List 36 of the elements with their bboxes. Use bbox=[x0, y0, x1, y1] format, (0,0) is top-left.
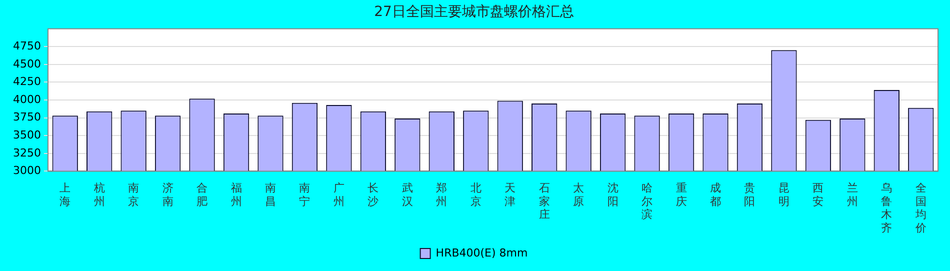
x-tick-label: 天津 bbox=[504, 182, 516, 208]
x-tick-label: 乌鲁木齐 bbox=[881, 182, 892, 234]
y-tick-label: 4000 bbox=[12, 92, 41, 106]
y-tick-label: 3250 bbox=[12, 146, 41, 160]
x-tick-label: 太原 bbox=[573, 182, 584, 208]
x-tick-label: 福州 bbox=[230, 182, 242, 208]
x-tick-label: 合肥 bbox=[196, 182, 208, 208]
x-tick-label: 杭州 bbox=[92, 182, 105, 208]
x-tick-label: 南昌 bbox=[264, 182, 276, 208]
x-tick-label: 昆明 bbox=[778, 182, 790, 208]
chart-title: 27日全国主要城市盘螺价格汇总 bbox=[374, 4, 574, 20]
x-tick-label: 哈尔滨 bbox=[642, 182, 653, 222]
x-tick-label: 长沙 bbox=[368, 182, 379, 208]
y-tick-label: 4750 bbox=[12, 39, 41, 52]
x-tick-label: 成都 bbox=[710, 182, 721, 208]
x-tick-label: 北京 bbox=[470, 182, 482, 208]
x-tick-label: 上海 bbox=[60, 182, 71, 208]
x-tick-label: 兰州 bbox=[846, 182, 858, 208]
x-tick-label: 广州 bbox=[333, 182, 344, 208]
x-tick-label: 南宁 bbox=[299, 182, 310, 208]
x-tick-label: 郑州 bbox=[436, 182, 448, 208]
y-tick-label: 4500 bbox=[12, 57, 41, 70]
x-tick-label: 武汉 bbox=[402, 182, 413, 208]
y-tick-label: 3500 bbox=[12, 128, 41, 142]
y-tick-label: 3000 bbox=[12, 164, 41, 178]
legend-label: HRB400(E) 8mm bbox=[436, 246, 528, 260]
y-tick-label: 4250 bbox=[12, 75, 41, 88]
x-tick-label: 重庆 bbox=[676, 182, 687, 208]
x-tick-label: 贵阳 bbox=[744, 182, 756, 208]
x-tick-label: 石家庄 bbox=[538, 182, 550, 222]
x-tick-label: 济南 bbox=[162, 182, 174, 208]
x-tick-label: 南京 bbox=[128, 182, 140, 208]
y-tick-label: 3750 bbox=[12, 110, 41, 124]
x-tick-label: 全国均价 bbox=[914, 182, 926, 234]
x-tick-label: 西安 bbox=[812, 182, 824, 208]
x-tick-label: 沈阳 bbox=[607, 182, 618, 208]
